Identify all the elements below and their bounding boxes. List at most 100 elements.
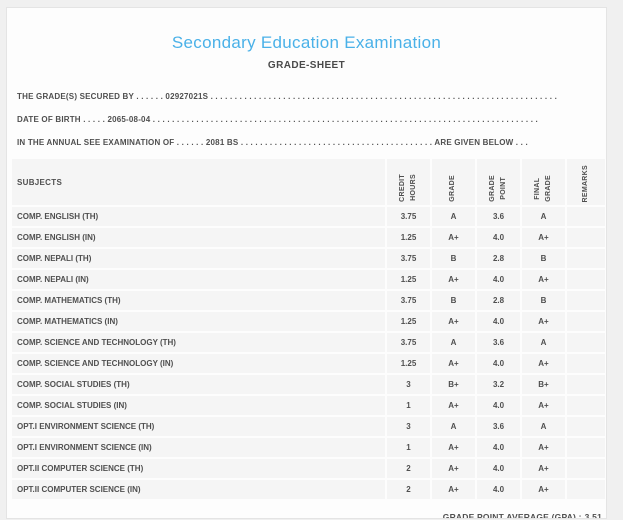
info-line-grades-secured-by: THE GRADE(S) SECURED BY . . . . . . 0292… — [17, 85, 557, 108]
page-title: Secondary Education Examination — [171, 33, 442, 52]
final-grade-cell: B+ — [522, 375, 565, 394]
subject-cell: OPT.I ENVIRONMENT SCIENCE (IN) — [12, 438, 385, 457]
table-row: OPT.I ENVIRONMENT SCIENCE (IN) 1 A+ 4.0 A+ — [12, 438, 605, 457]
grade-point-cell: 4.0 — [477, 396, 520, 415]
final-grade-cell: A+ — [522, 438, 565, 457]
subject-cell: OPT.I ENVIRONMENT SCIENCE (TH) — [12, 417, 385, 436]
table-row: COMP. ENGLISH (IN) 1.25 A+ 4.0 A+ — [12, 228, 605, 247]
grade-cell: A+ — [432, 396, 475, 415]
page-subtitle: GRADE-SHEET — [267, 60, 346, 71]
column-header-label: REMARKS — [581, 164, 589, 203]
table-row: COMP. SCIENCE AND TECHNOLOGY (IN) 1.25 A+ 4… — [12, 354, 605, 373]
grade-cell: B — [432, 291, 475, 310]
grade-point-cell: 2.8 — [477, 291, 520, 310]
final-grade-cell: A+ — [522, 396, 565, 415]
credit-hours-cell: 2 — [387, 459, 430, 478]
remarks-cell — [567, 270, 605, 289]
column-header-label: GRADE POINT — [488, 175, 507, 202]
dot-leader: . . . . . . — [174, 138, 206, 147]
remarks-cell — [567, 417, 605, 436]
subject-cell: OPT.II COMPUTER SCIENCE (IN) — [12, 480, 385, 499]
subject-cell: COMP. SCIENCE AND TECHNOLOGY (TH) — [12, 333, 385, 352]
grade-cell: A — [432, 207, 475, 226]
dot-leader: . . . . . . . . . . . . . . . . . . . . … — [150, 115, 538, 124]
remarks-cell — [567, 291, 605, 310]
dot-leader: . . . . . . . . . . . . . . . . . . . . … — [210, 92, 557, 101]
final-grade-cell: A+ — [522, 354, 565, 373]
info-label: IN THE ANNUAL SEE EXAMINATION OF — [17, 138, 175, 147]
column-header-label: FINAL GRADE — [533, 175, 552, 202]
grade-sheet-card: Secondary Education Examination GRADE-SH… — [6, 7, 607, 519]
grade-point-cell: 4.0 — [477, 354, 520, 373]
subject-cell: COMP. SCIENCE AND TECHNOLOGY (IN) — [12, 354, 385, 373]
credit-hours-cell: 3 — [387, 417, 430, 436]
grade-cell: B+ — [432, 375, 475, 394]
grade-cell: A+ — [432, 312, 475, 331]
info-suffix: ARE GIVEN BELOW . . . — [434, 138, 528, 147]
grade-point-cell: 3.6 — [477, 417, 520, 436]
table-row: OPT.II COMPUTER SCIENCE (IN) 2 A+ 4.0 A+ — [12, 480, 605, 499]
table-row: COMP. SOCIAL STUDIES (TH) 3 B+ 3.2 B+ — [12, 375, 605, 394]
info-label: DATE OF BIRTH — [17, 115, 81, 124]
grade-cell: A+ — [432, 354, 475, 373]
grade-point-cell: 4.0 — [477, 438, 520, 457]
column-header-label: GRADE — [449, 175, 457, 202]
remarks-cell — [567, 354, 605, 373]
remarks-cell — [567, 207, 605, 226]
final-grade-cell: A+ — [522, 480, 565, 499]
credit-hours-cell: 3.75 — [387, 291, 430, 310]
final-grade-cell: B — [522, 291, 565, 310]
grade-cell: A+ — [432, 228, 475, 247]
date-of-birth-value: 2065-08-04 — [107, 115, 151, 124]
remarks-cell — [567, 438, 605, 457]
credit-hours-cell: 3.75 — [387, 333, 430, 352]
grade-cell: A+ — [432, 480, 475, 499]
grade-point-cell: 3.2 — [477, 375, 520, 394]
subject-cell: OPT.II COMPUTER SCIENCE (TH) — [12, 459, 385, 478]
final-grade-cell: A+ — [522, 312, 565, 331]
grade-point-cell: 2.8 — [477, 249, 520, 268]
credit-hours-cell: 1 — [387, 438, 430, 457]
table-row: COMP. MATHEMATICS (IN) 1.25 A+ 4.0 A+ — [12, 312, 605, 331]
credit-hours-cell: 1.25 — [387, 228, 430, 247]
table-row: COMP. NEPALI (TH) 3.75 B 2.8 B — [12, 249, 605, 268]
student-info: THE GRADE(S) SECURED BY . . . . . . 0292… — [17, 85, 606, 154]
grade-cell: A+ — [432, 438, 475, 457]
final-grade-cell: A — [522, 207, 565, 226]
remarks-cell — [567, 480, 605, 499]
subject-cell: COMP. ENGLISH (IN) — [12, 228, 385, 247]
grade-cell: A — [432, 417, 475, 436]
credit-hours-cell: 3 — [387, 375, 430, 394]
grade-point-cell: 4.0 — [477, 480, 520, 499]
grade-point-cell: 4.0 — [477, 312, 520, 331]
symbol-number-value: 02927021S — [165, 92, 209, 101]
column-header-grade: GRADE — [432, 159, 475, 205]
info-line-examination-year: IN THE ANNUAL SEE EXAMINATION OF . . . .… — [17, 131, 557, 154]
subject-cell: COMP. NEPALI (IN) — [12, 270, 385, 289]
credit-hours-cell: 1.25 — [387, 312, 430, 331]
subject-cell: COMP. SOCIAL STUDIES (TH) — [12, 375, 385, 394]
final-grade-cell: A+ — [522, 270, 565, 289]
final-grade-cell: A+ — [522, 459, 565, 478]
credit-hours-cell: 3.75 — [387, 249, 430, 268]
grade-cell: A+ — [432, 270, 475, 289]
final-grade-cell: A — [522, 417, 565, 436]
gpa-value: 3.51 — [584, 512, 602, 519]
final-grade-cell: A+ — [522, 228, 565, 247]
remarks-cell — [567, 333, 605, 352]
column-header-label: CREDIT HOURS — [398, 174, 417, 202]
remarks-cell — [567, 249, 605, 268]
credit-hours-cell: 1.25 — [387, 354, 430, 373]
gpa-label: GRADE POINT AVERAGE (GPA) : — [442, 512, 582, 519]
grade-cell: A+ — [432, 459, 475, 478]
table-row: COMP. NEPALI (IN) 1.25 A+ 4.0 A+ — [12, 270, 605, 289]
final-grade-cell: B — [522, 249, 565, 268]
grade-cell: A — [432, 333, 475, 352]
subject-cell: COMP. NEPALI (TH) — [12, 249, 385, 268]
credit-hours-cell: 1 — [387, 396, 430, 415]
subject-cell: COMP. SOCIAL STUDIES (IN) — [12, 396, 385, 415]
credit-hours-cell: 1.25 — [387, 270, 430, 289]
subject-cell: COMP. MATHEMATICS (IN) — [12, 312, 385, 331]
table-row: COMP. SCIENCE AND TECHNOLOGY (TH) 3.75 A 3.… — [12, 333, 605, 352]
grade-cell: B — [432, 249, 475, 268]
